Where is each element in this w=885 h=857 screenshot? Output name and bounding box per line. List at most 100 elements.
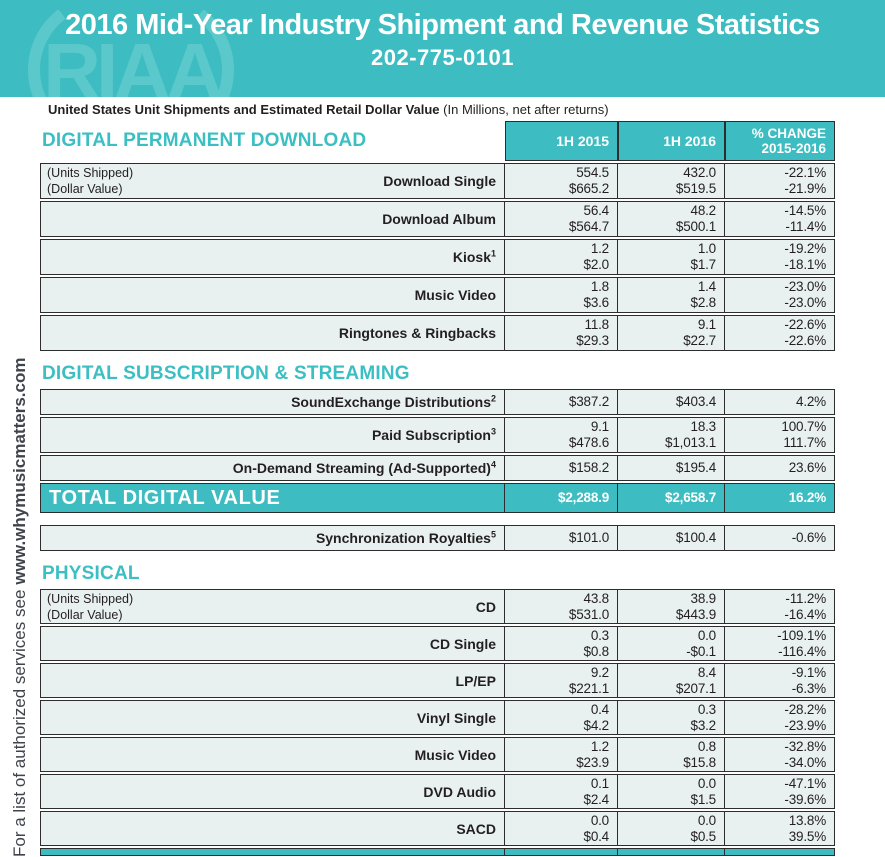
partial-row-cell bbox=[724, 849, 834, 855]
total-row: TOTAL DIGITAL VALUE $2,288.9 $2,658.7 16.2% bbox=[40, 483, 835, 513]
total-label-cell: TOTAL DIGITAL VALUE bbox=[41, 484, 504, 512]
pct-change-line2: 2015-2016 bbox=[761, 141, 826, 156]
value-line: -$0.1 bbox=[686, 643, 716, 659]
section-dss: DIGITAL SUBSCRIPTION & STREAMING SoundExc… bbox=[40, 363, 835, 513]
value-cell: -14.5% -11.4% bbox=[724, 202, 834, 236]
row-notes: (Units Shipped) (Dollar Value) bbox=[47, 165, 133, 197]
value-line: -22.1% bbox=[784, 165, 826, 180]
value-cell: 1.2 $23.9 bbox=[504, 738, 617, 771]
value-cell: -19.2% -18.1% bbox=[724, 240, 834, 274]
value-line: 8.4 bbox=[697, 664, 716, 680]
row-label-cell: CD Single bbox=[41, 627, 504, 660]
value-line: $101.0 bbox=[568, 530, 609, 545]
value-cell: -11.2% -16.4% bbox=[724, 590, 834, 623]
value-cell: 9.1 $22.7 bbox=[617, 316, 724, 350]
value-line: -39.6% bbox=[784, 791, 826, 807]
value-cell: $195.4 bbox=[617, 456, 724, 480]
row-label: Download Single bbox=[383, 173, 496, 189]
row-label: CD bbox=[476, 599, 496, 615]
value-line: 0.4 bbox=[590, 701, 609, 717]
row-label-text: Music Video bbox=[414, 287, 496, 303]
row-label-text: Music Video bbox=[414, 746, 496, 763]
section-sync: Synchronization Royalties5 $101.0 $100.4 -0… bbox=[40, 525, 835, 551]
row-label-text: CD bbox=[475, 598, 496, 615]
row-label: Vinyl Single bbox=[417, 710, 496, 726]
value-line: 16.2% bbox=[788, 490, 826, 505]
value-line: -34.0% bbox=[784, 754, 826, 770]
row-label-cell: Vinyl Single bbox=[41, 701, 504, 734]
row-label-cell: Ringtones & Ringbacks bbox=[41, 316, 504, 350]
sidebar-note-text: For a list of authorized services see bbox=[10, 589, 29, 857]
value-line: 1.4 bbox=[697, 279, 716, 294]
value-line: $195.4 bbox=[675, 460, 716, 475]
phone-number: 202-775-0101 bbox=[370, 45, 514, 70]
value-line: 0.3 bbox=[697, 701, 716, 717]
table-row: Music Video 1.8 $3.6 1.4 $2.8 -23.0% -23.0% bbox=[40, 277, 835, 313]
row-notes: (Units Shipped) (Dollar Value) bbox=[47, 591, 133, 623]
sidebar-vertical-note: For a list of authorized services see www… bbox=[2, 100, 38, 857]
value-cell: 0.1 $2.4 bbox=[504, 775, 617, 808]
value-cell: 38.9 $443.9 bbox=[617, 590, 724, 623]
value-line: $2,288.9 bbox=[558, 490, 609, 505]
row-label-cell: (Units Shipped) (Dollar Value) CD bbox=[41, 590, 504, 623]
row-label-cell: Music Video bbox=[41, 278, 504, 312]
value-line: $158.2 bbox=[568, 460, 609, 475]
value-line: -11.4% bbox=[785, 219, 826, 234]
column-header-1h2016: 1H 2016 bbox=[618, 121, 725, 161]
page-title: 2016 Mid-Year Industry Shipment and Reve… bbox=[65, 9, 820, 41]
value-cell: -22.6% -22.6% bbox=[724, 316, 834, 350]
value-line: 23.6% bbox=[788, 460, 826, 475]
row-label-text: Kiosk bbox=[452, 249, 491, 265]
value-line: $3.2 bbox=[690, 717, 717, 733]
row-label-text: CD Single bbox=[429, 635, 496, 652]
note-line: (Units Shipped) bbox=[47, 166, 134, 180]
value-cell: 0.8 $15.8 bbox=[617, 738, 724, 771]
row-label-text: LP/EP bbox=[455, 672, 496, 689]
row-label-text: DVD Audio bbox=[423, 783, 496, 800]
value-cell: 1.8 $3.6 bbox=[504, 278, 617, 312]
value-line: -6.3% bbox=[791, 680, 826, 696]
value-line: -14.5% bbox=[784, 203, 826, 218]
row-label: Paid Subscription3 bbox=[372, 427, 496, 443]
value-line: -9.1% bbox=[791, 664, 826, 680]
value-line: $1,013.1 bbox=[665, 435, 716, 450]
section-dpd: DIGITAL PERMANENT DOWNLOAD 1H 2015 1H 2016… bbox=[40, 121, 835, 351]
value-cell: -47.1% -39.6% bbox=[724, 775, 834, 808]
value-line: 4.2% bbox=[796, 394, 826, 409]
stats-table: DIGITAL PERMANENT DOWNLOAD 1H 2015 1H 2016… bbox=[40, 121, 835, 856]
value-line: 111.7% bbox=[783, 435, 826, 450]
value-line: 9.1 bbox=[697, 317, 716, 332]
value-cell: -23.0% -23.0% bbox=[724, 278, 834, 312]
value-line: $22.7 bbox=[683, 333, 716, 348]
value-cell: -22.1% -21.9% bbox=[724, 164, 834, 198]
value-line: -19.2% bbox=[784, 241, 826, 256]
partial-row-label-cell bbox=[41, 849, 504, 855]
row-label: Ringtones & Ringbacks bbox=[339, 325, 496, 341]
value-cell: -9.1% -6.3% bbox=[724, 664, 834, 697]
value-line: 1.2 bbox=[590, 241, 609, 256]
row-label-cell: Music Video bbox=[41, 738, 504, 771]
value-line: -28.2% bbox=[784, 701, 826, 717]
footnote-marker: 1 bbox=[490, 248, 496, 259]
sidebar-url: www.whymusicmatters.com bbox=[10, 357, 29, 585]
value-line: 0.0 bbox=[697, 812, 716, 828]
table-row: DVD Audio 0.1 $2.4 0.0 $1.5 -47.1% -39.6% bbox=[40, 774, 835, 809]
row-label-text: Paid Subscription bbox=[371, 427, 491, 443]
value-cell: 18.3 $1,013.1 bbox=[617, 418, 724, 452]
value-cell: 1.0 $1.7 bbox=[617, 240, 724, 274]
row-label-cell: Synchronization Royalties5 bbox=[41, 526, 504, 550]
value-line: -11.2% bbox=[785, 590, 826, 606]
section-physical: PHYSICAL (Units Shipped) (Dollar Value) CD 4… bbox=[40, 563, 835, 856]
caption-normal: (In Millions, net after returns) bbox=[443, 102, 609, 117]
value-cell: $101.0 bbox=[504, 526, 617, 550]
table-row: SoundExchange Distributions2 $387.2 $403.4… bbox=[40, 389, 835, 415]
table-row: (Units Shipped) (Dollar Value) Download Si… bbox=[40, 163, 835, 199]
value-cell: 4.2% bbox=[724, 390, 834, 414]
value-cell: -32.8% -34.0% bbox=[724, 738, 834, 771]
value-cell: 0.0 $1.5 bbox=[617, 775, 724, 808]
table-row: LP/EP 9.2 $221.1 8.4 $207.1 -9.1% -6.3% bbox=[40, 663, 835, 698]
row-label: On-Demand Streaming (Ad-Supported)4 bbox=[233, 460, 496, 476]
row-label-text: Download Single bbox=[383, 173, 496, 189]
value-cell: 1.4 $2.8 bbox=[617, 278, 724, 312]
